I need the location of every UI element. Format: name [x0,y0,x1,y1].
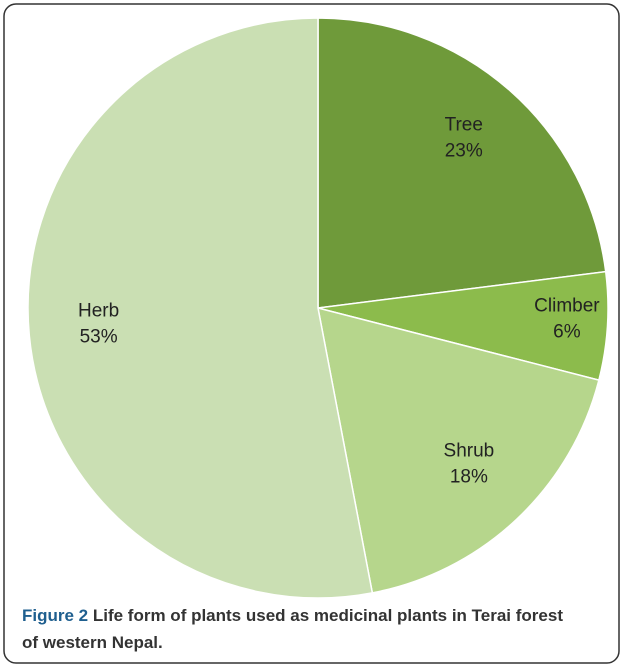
slice-value-label: 18% [450,467,488,488]
caption: Figure 2 Life form of plants used as med… [22,602,582,656]
frame [3,3,620,664]
pie: Tree 23% Climber 6% Shrub 18% Herb 53% [27,17,609,599]
caption-label: Figure 2 [22,606,89,625]
slice-label: Shrub [444,441,495,462]
slice [317,306,600,594]
slice [317,17,607,309]
slice-value-label: 23% [445,141,483,162]
slice [27,17,374,599]
caption-text: Life form of plants used as medicinal pl… [22,606,563,652]
slice-value-label: 6% [553,322,581,343]
slice-value-label: 53% [80,327,118,348]
slice-label: Climber [534,296,600,317]
slice-label: Tree [445,115,483,136]
slice-label: Herb [78,301,119,322]
